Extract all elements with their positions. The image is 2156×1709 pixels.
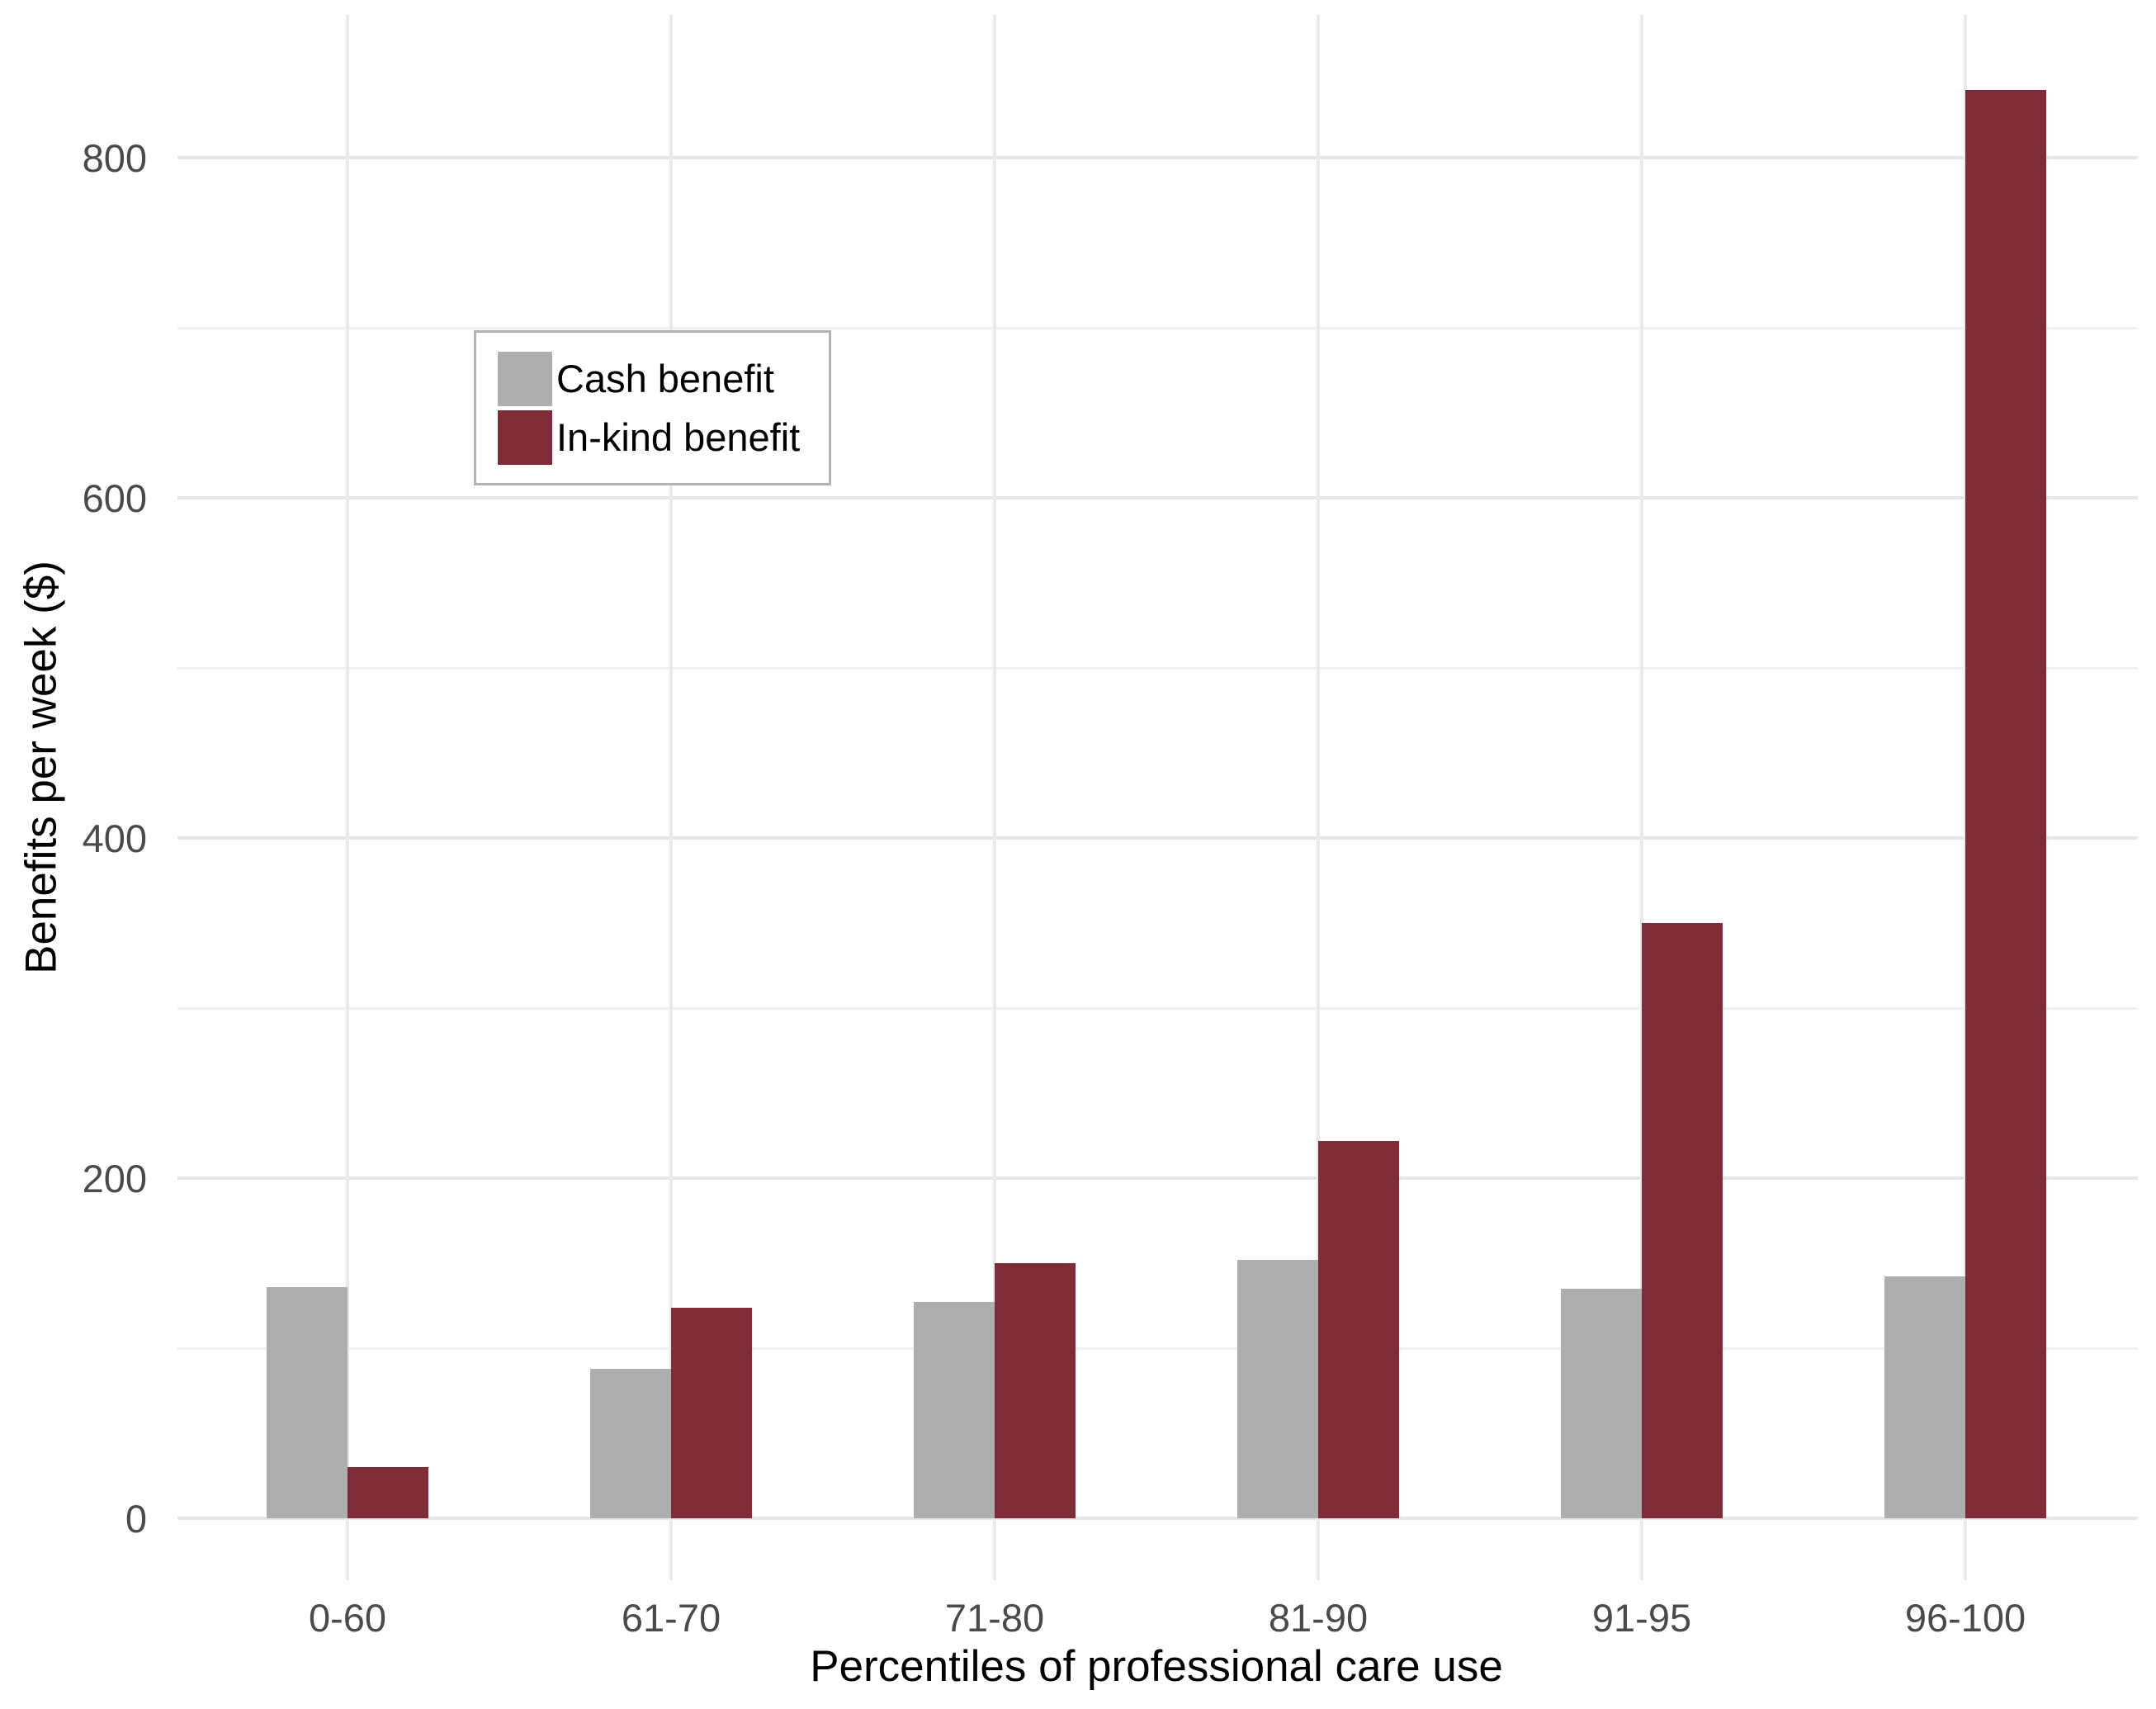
legend-swatch-inkind-benefit [498, 409, 552, 465]
y-axis-title: Benefits per week ($) [17, 561, 66, 974]
gridline-y-400 [177, 836, 2138, 840]
gridline-y-0 [177, 1517, 2138, 1520]
gridline-x-81-90 [1317, 15, 1320, 1580]
gridline-y-800 [177, 156, 2138, 159]
gridline-y-minor-700 [177, 326, 2138, 329]
bar-cash-81-90 [1237, 1259, 1318, 1518]
gridline-x-91-95 [1640, 15, 1643, 1580]
gridline-y-600 [177, 496, 2138, 499]
bar-cash-96-100 [1884, 1276, 1965, 1518]
legend-swatch-cash-benefit [498, 351, 552, 406]
x-tick-label: 91-95 [1591, 1596, 1692, 1640]
x-tick-label: 81-90 [1268, 1596, 1369, 1640]
x-tick-label: 71-80 [944, 1596, 1045, 1640]
gridline-x-61-70 [669, 15, 673, 1580]
legend: Cash benefit In-kind benefit [474, 330, 831, 485]
x-axis-title: Percentiles of professional care use [810, 1642, 1503, 1691]
y-tick-label: 400 [82, 817, 147, 860]
x-tick-label: 96-100 [1904, 1596, 2026, 1640]
gridline-y-minor-500 [177, 666, 2138, 670]
y-tick-label: 600 [82, 476, 147, 520]
bar-inkind-81-90 [1318, 1140, 1399, 1518]
gridline-x-0-60 [346, 15, 349, 1580]
x-tick-label: 0-60 [308, 1596, 387, 1640]
bar-cash-0-60 [267, 1286, 348, 1518]
bar-inkind-0-60 [348, 1467, 428, 1518]
bar-cash-91-95 [1561, 1288, 1642, 1518]
bar-inkind-61-70 [671, 1307, 752, 1518]
bar-cash-61-70 [590, 1368, 671, 1518]
bar-inkind-96-100 [1965, 89, 2046, 1518]
legend-label-inkind-benefit: In-kind benefit [556, 415, 801, 459]
bar-cash-71-80 [914, 1302, 995, 1518]
x-tick-label: 61-70 [621, 1596, 721, 1640]
gridline-y-200 [177, 1176, 2138, 1180]
gridline-y-minor-300 [177, 1006, 2138, 1010]
y-tick-label: 800 [82, 136, 147, 180]
bar-inkind-71-80 [995, 1263, 1076, 1518]
legend-label-cash-benefit: Cash benefit [556, 357, 774, 400]
gridline-x-71-80 [993, 15, 996, 1580]
gridline-y-minor-100 [177, 1347, 2138, 1350]
y-tick-label: 200 [82, 1157, 147, 1200]
legend-item-inkind: In-kind benefit [498, 409, 829, 465]
legend-item-cash: Cash benefit [498, 351, 829, 406]
bar-inkind-91-95 [1642, 923, 1723, 1518]
y-tick-label: 0 [125, 1497, 147, 1541]
